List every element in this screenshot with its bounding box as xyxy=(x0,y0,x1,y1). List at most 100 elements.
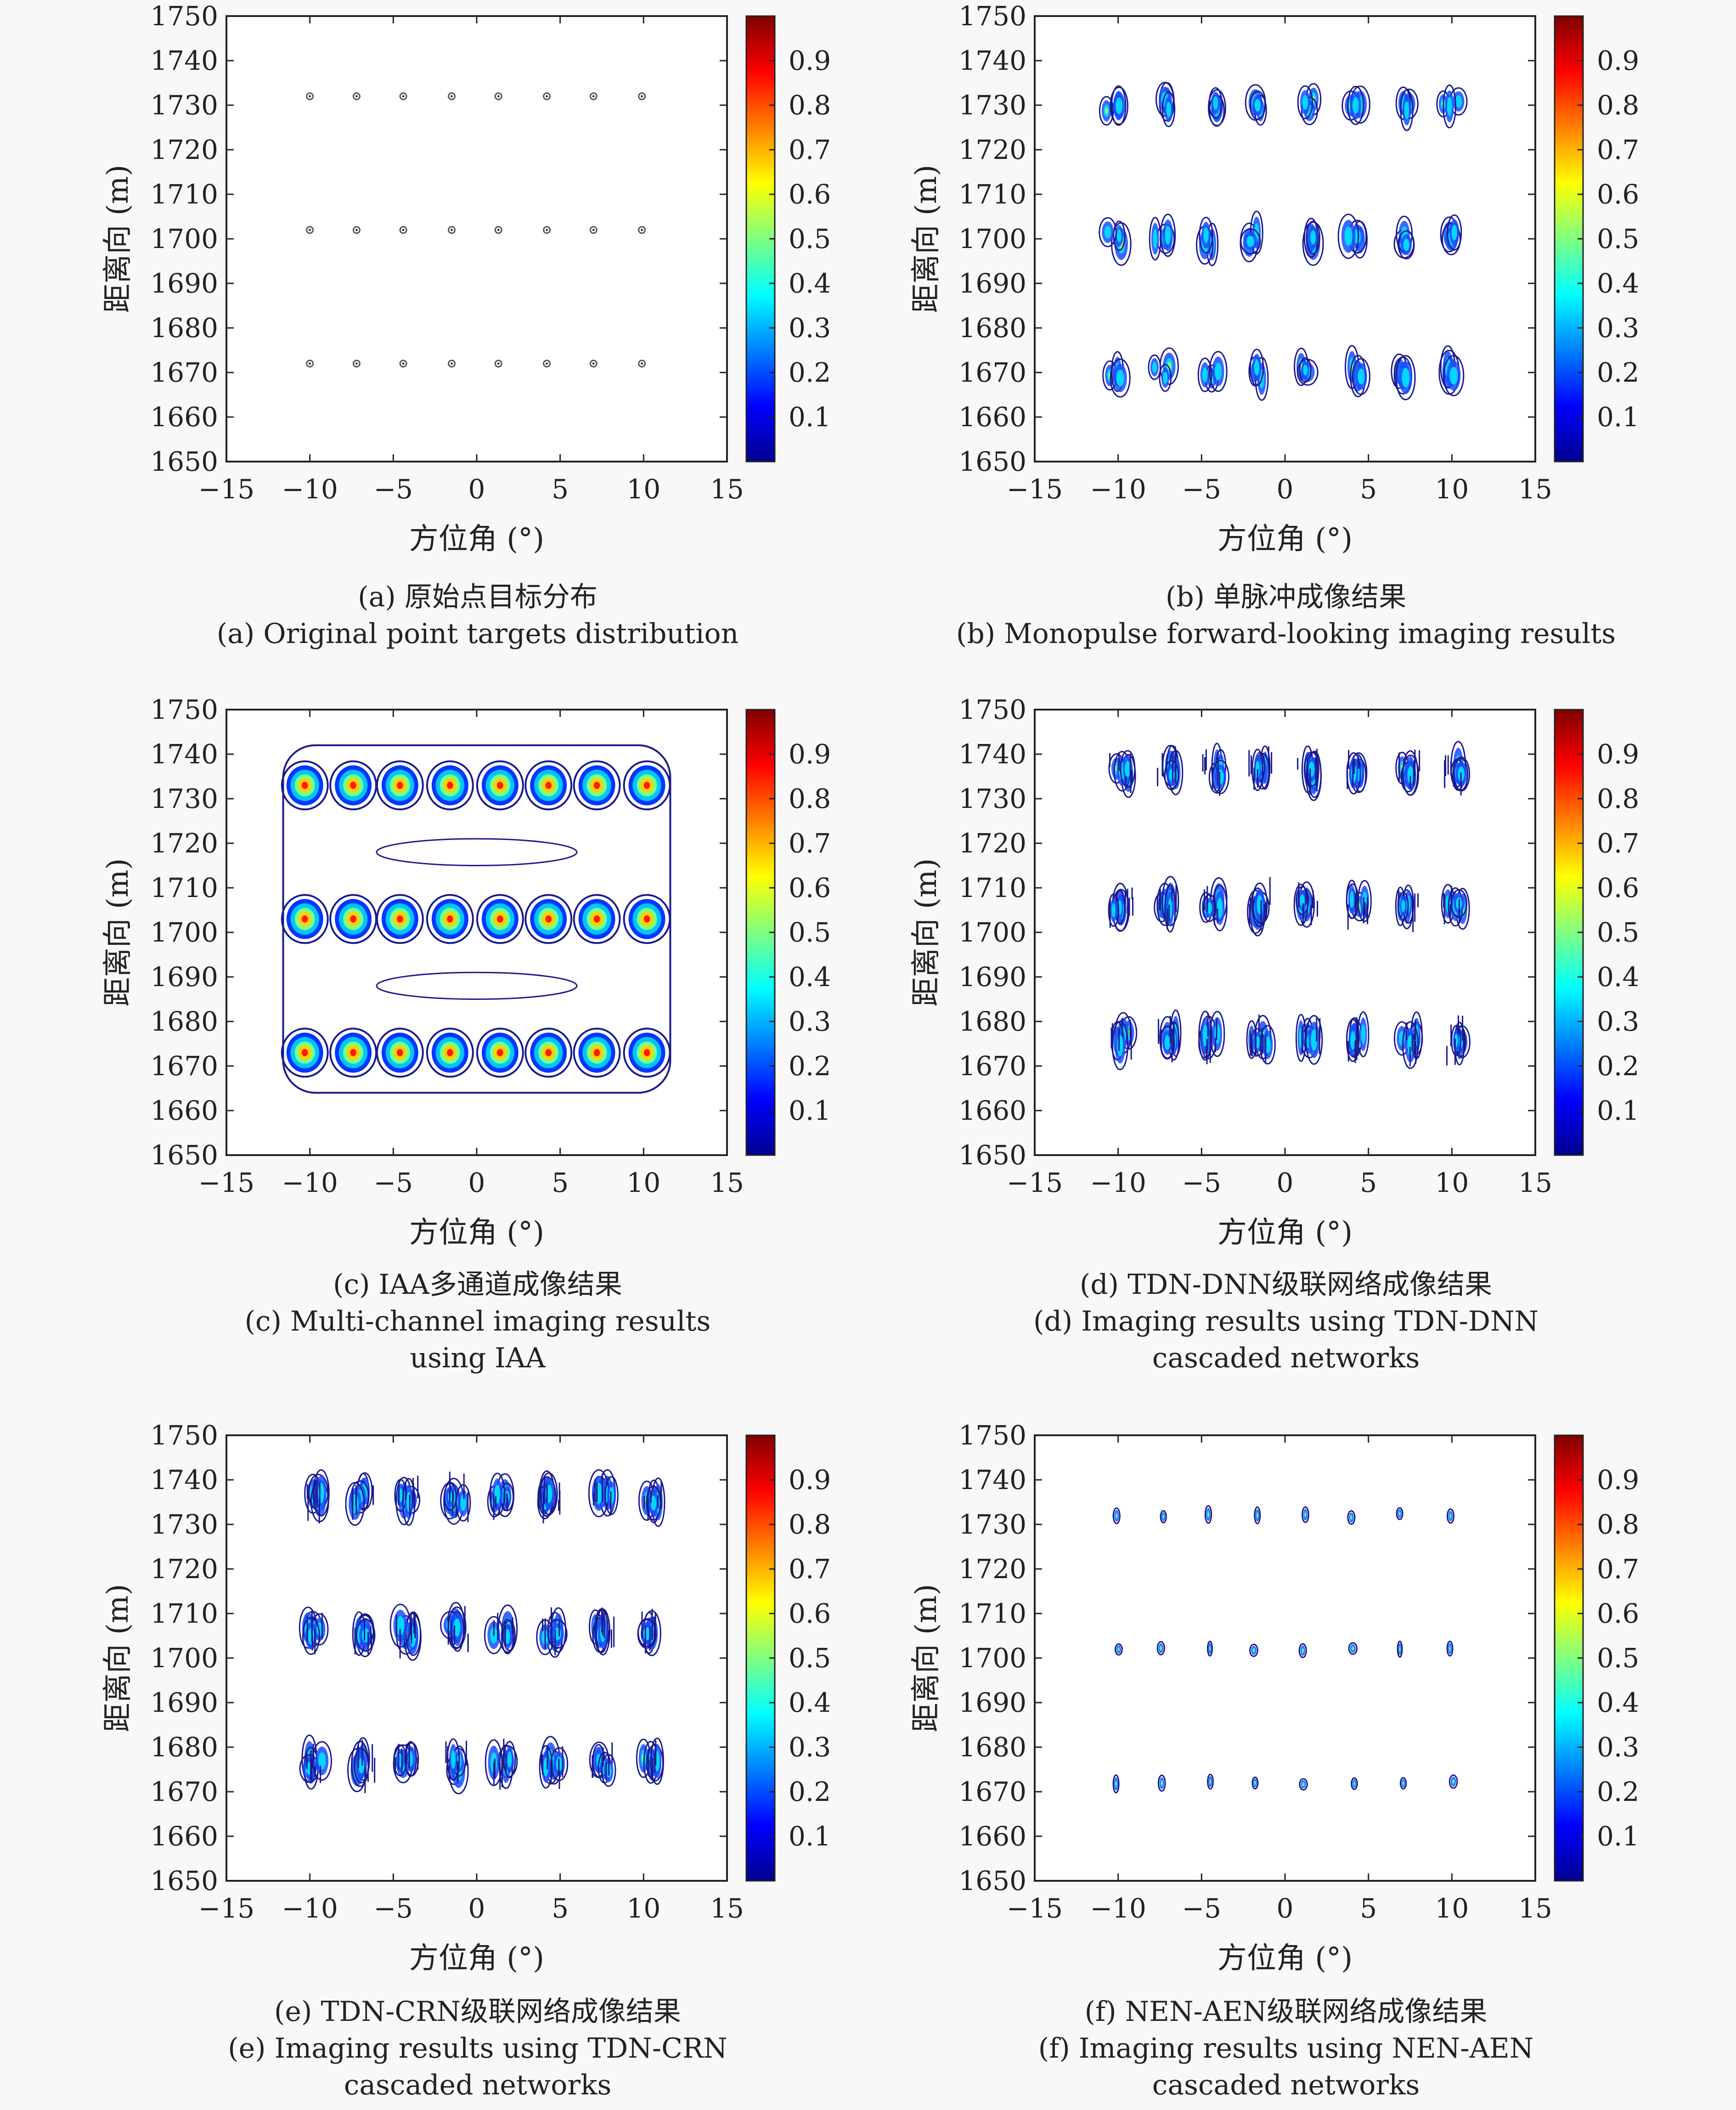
target-d-r2-c3 xyxy=(1199,877,1228,931)
colorbar-tick-label: 0.6 xyxy=(789,1598,831,1629)
y-tick-label: 1750 xyxy=(958,0,1026,32)
y-tick-label: 1650 xyxy=(150,1140,218,1171)
caption-en-line: cascaded networks xyxy=(1152,2069,1420,2101)
plot-area xyxy=(1035,1435,1535,1881)
caption-en-line: (b) Monopulse forward-looking imaging re… xyxy=(956,618,1616,650)
y-tick-label: 1650 xyxy=(150,446,218,477)
x-tick-label: 10 xyxy=(1435,1893,1469,1924)
target-f-r2-c4 xyxy=(1249,1643,1258,1657)
y-tick-label: 1700 xyxy=(150,917,218,948)
x-tick-label: −10 xyxy=(282,1167,338,1198)
target-d-r1-c6 xyxy=(1346,750,1368,795)
target-a-r3-c7 xyxy=(589,360,597,368)
target-f-r1-c1 xyxy=(1112,1507,1121,1524)
y-tick-label: 1660 xyxy=(150,1095,218,1126)
target-d-r3-c6 xyxy=(1346,1011,1370,1063)
target-e-r3-c7 xyxy=(589,1741,616,1787)
x-tick-label: −15 xyxy=(198,474,254,505)
y-tick-label: 1680 xyxy=(150,1006,218,1037)
y-axis-label: 距离向 (m) xyxy=(909,165,943,313)
x-tick-label: −10 xyxy=(1090,1893,1146,1924)
target-a-r3-c8 xyxy=(638,360,646,368)
target-a-r1-c3 xyxy=(399,92,407,101)
target-b-r2-c6 xyxy=(1337,214,1368,259)
colorbar-tick-label: 0.4 xyxy=(1597,961,1639,993)
target-e-r2-c1 xyxy=(299,1607,329,1655)
x-axis-label: 方位角 (°) xyxy=(409,522,544,556)
y-tick-label: 1690 xyxy=(150,1687,218,1718)
x-tick-label: 15 xyxy=(1518,1893,1552,1924)
target-a-r1-c7 xyxy=(589,92,597,101)
x-tick-label: −10 xyxy=(1090,1167,1146,1198)
x-tick-label: −5 xyxy=(374,1893,413,1924)
colorbar-tick-label: 0.2 xyxy=(1597,1776,1639,1807)
colorbar-tick-label: 0.2 xyxy=(1597,1050,1639,1082)
target-c-r3-c1 xyxy=(281,1027,329,1078)
target-e-r2-c5 xyxy=(484,1604,518,1654)
caption-cn: (b) 单脉冲成像结果 xyxy=(1165,581,1407,613)
y-tick-label: 1670 xyxy=(958,1776,1026,1807)
caption-en-line: cascaded networks xyxy=(1152,1342,1420,1374)
y-tick-label: 1750 xyxy=(150,694,218,725)
colorbar-tick-label: 0.4 xyxy=(1597,1687,1639,1718)
target-a-r2-c4 xyxy=(448,226,456,234)
x-tick-label: 10 xyxy=(626,1893,660,1924)
colorbar-tick-label: 0.3 xyxy=(789,1006,831,1037)
y-tick-label: 1710 xyxy=(958,1598,1026,1629)
y-tick-label: 1720 xyxy=(150,134,218,165)
target-c-r3-c3 xyxy=(376,1027,424,1078)
target-d-r3-c3 xyxy=(1198,1010,1225,1065)
target-f-r2-c7 xyxy=(1397,1640,1403,1658)
y-tick-label: 1670 xyxy=(150,1776,218,1807)
caption-en-line: using IAA xyxy=(410,1342,546,1374)
x-tick-label: 10 xyxy=(626,474,660,505)
iaa-outer-contour xyxy=(282,744,671,1094)
target-e-r1-c1 xyxy=(304,1469,330,1523)
y-tick-label: 1730 xyxy=(150,783,218,814)
colorbar-tick-label: 0.4 xyxy=(789,268,831,299)
y-tick-label: 1670 xyxy=(958,1050,1026,1082)
x-tick-label: 0 xyxy=(1277,474,1294,505)
caption-cn: (f) NEN-AEN级联网络成像结果 xyxy=(1084,1996,1488,2028)
target-e-r3-c4 xyxy=(445,1738,469,1794)
y-tick-label: 1660 xyxy=(958,401,1026,433)
target-b-r3-c4 xyxy=(1248,349,1269,401)
y-axis-label: 距离向 (m) xyxy=(909,858,943,1007)
target-c-r3-c6 xyxy=(524,1027,573,1078)
target-e-r2-c7 xyxy=(588,1607,615,1656)
target-a-r2-c1 xyxy=(306,226,314,234)
target-b-r3-c5 xyxy=(1294,347,1319,386)
colorbar-tick-label: 0.1 xyxy=(789,1821,831,1852)
y-tick-label: 1650 xyxy=(958,446,1026,477)
colorbar-tick-label: 0.9 xyxy=(789,1464,831,1495)
colorbar-tick-label: 0.6 xyxy=(789,179,831,210)
target-f-r3-c2 xyxy=(1157,1774,1166,1792)
target-c-r1-c3 xyxy=(376,760,424,811)
iaa-inner-contour-bottom xyxy=(376,971,578,1000)
y-tick-label: 1740 xyxy=(150,45,218,76)
colorbar-tick-label: 0.6 xyxy=(1597,1598,1639,1629)
target-f-r3-c4 xyxy=(1251,1777,1259,1790)
x-tick-label: 5 xyxy=(1360,1167,1377,1198)
y-tick-label: 1720 xyxy=(958,828,1026,859)
target-f-r1-c6 xyxy=(1347,1510,1356,1525)
x-tick-label: 0 xyxy=(1277,1167,1294,1198)
y-tick-label: 1670 xyxy=(958,357,1026,388)
colorbar-tick-label: 0.3 xyxy=(1597,1732,1639,1763)
caption-en-line: (d) Imaging results using TDN-DNN xyxy=(1033,1305,1539,1337)
caption-panel-f: (f) NEN-AEN级联网络成像结果 (f) Imaging results u… xyxy=(896,1993,1676,2104)
x-tick-label: 5 xyxy=(552,1167,569,1198)
target-f-r2-c5 xyxy=(1298,1643,1307,1659)
target-a-r1-c6 xyxy=(543,92,551,101)
colorbar-tick-label: 0.1 xyxy=(789,1095,831,1126)
colorbar-tick-label: 0.9 xyxy=(1597,45,1639,76)
colorbar-tick-label: 0.2 xyxy=(789,357,831,388)
x-tick-label: 5 xyxy=(1360,1893,1377,1924)
target-c-r1-c7 xyxy=(573,760,621,811)
panel-d: −15 −10 −5 0 5 10 15 1650 1660 1670 1680 1690 1700 17… xyxy=(909,694,1639,1250)
caption-cn: (e) TDN-CRN级联网络成像结果 xyxy=(274,1996,681,2028)
colorbar-tick-label: 0.9 xyxy=(1597,739,1639,770)
target-c-r1-c8 xyxy=(623,760,671,811)
target-b-r1-c6 xyxy=(1341,85,1370,125)
